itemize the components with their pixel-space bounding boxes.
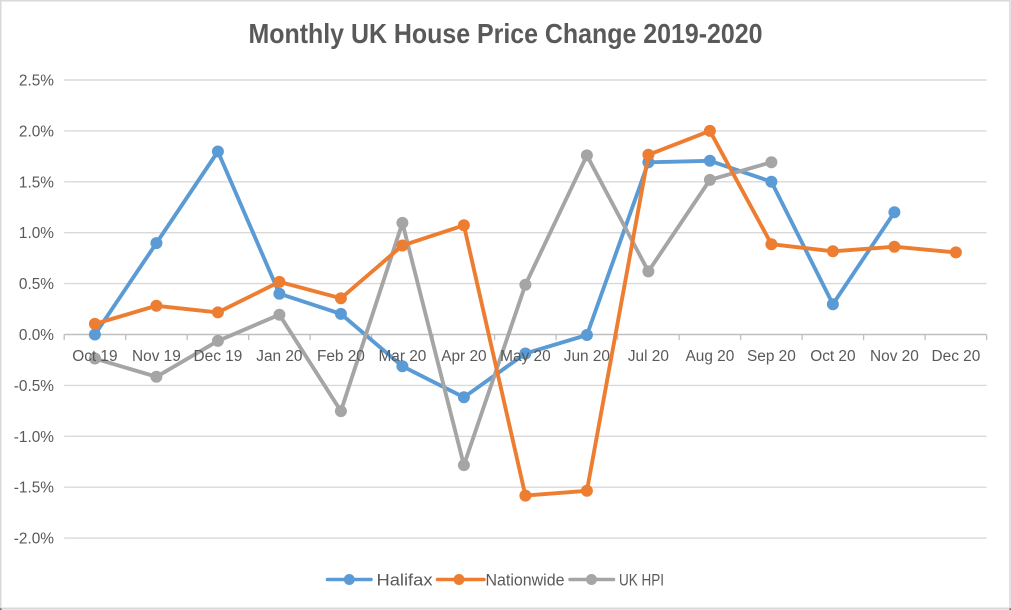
svg-text:2.5%: 2.5% (19, 73, 54, 90)
svg-text:2.0%: 2.0% (19, 123, 54, 140)
svg-text:-1.0%: -1.0% (14, 429, 55, 446)
svg-text:Halifax: Halifax (377, 571, 434, 590)
svg-text:Nov 20: Nov 20 (870, 348, 919, 365)
svg-text:0.5%: 0.5% (19, 276, 54, 293)
svg-text:Jul 20: Jul 20 (628, 348, 669, 365)
svg-text:-1.5%: -1.5% (14, 480, 55, 497)
svg-text:Aug 20: Aug 20 (686, 348, 735, 365)
svg-text:Dec 20: Dec 20 (932, 348, 981, 365)
svg-text:Monthly UK House Price Change: Monthly UK House Price Change 2019-2020 (249, 18, 763, 49)
svg-text:1.5%: 1.5% (19, 174, 54, 191)
svg-text:Jan 20: Jan 20 (256, 348, 302, 365)
svg-text:Nationwide: Nationwide (486, 571, 565, 590)
svg-text:Oct 20: Oct 20 (810, 348, 855, 365)
svg-text:-0.5%: -0.5% (14, 378, 55, 395)
svg-text:Nov 19: Nov 19 (132, 348, 181, 365)
svg-text:Apr 20: Apr 20 (441, 348, 486, 365)
svg-text:0.0%: 0.0% (19, 327, 54, 344)
svg-text:Dec 19: Dec 19 (194, 348, 243, 365)
svg-text:Feb 20: Feb 20 (317, 348, 365, 365)
svg-text:Mar 20: Mar 20 (378, 348, 426, 365)
svg-text:Oct 19: Oct 19 (72, 348, 117, 365)
svg-text:-2.0%: -2.0% (14, 531, 55, 548)
svg-text:May 20: May 20 (500, 348, 550, 365)
svg-text:1.0%: 1.0% (19, 225, 54, 242)
svg-text:UK HPI: UK HPI (619, 571, 664, 590)
svg-text:Sep 20: Sep 20 (747, 348, 796, 365)
svg-text:Jun 20: Jun 20 (564, 348, 610, 365)
